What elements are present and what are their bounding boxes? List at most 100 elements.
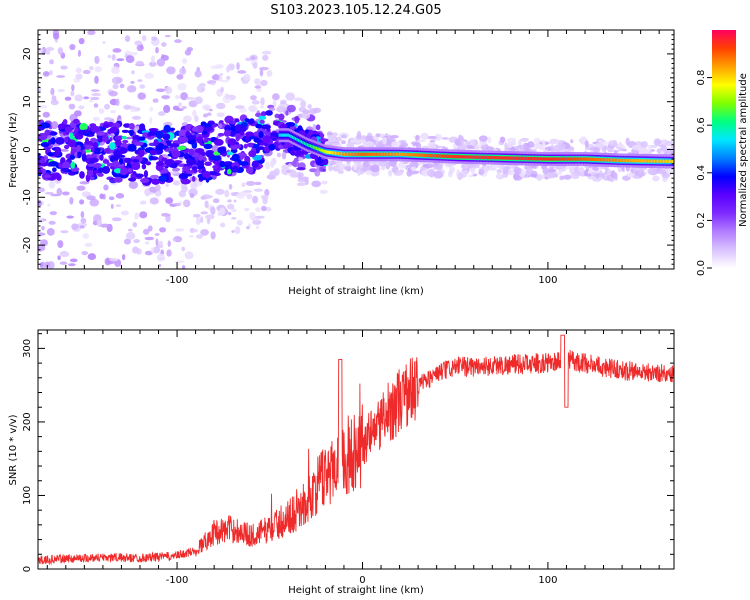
noise-blob bbox=[266, 70, 273, 77]
noise-blob bbox=[69, 197, 74, 205]
noise-blob bbox=[292, 159, 299, 168]
signal-blob bbox=[99, 154, 104, 161]
noise-blob bbox=[450, 166, 456, 173]
noise-blob bbox=[172, 238, 177, 242]
signal-blob bbox=[206, 151, 213, 158]
noise-blob bbox=[155, 46, 159, 54]
noise-blob bbox=[125, 55, 135, 63]
noise-blob bbox=[174, 39, 182, 43]
noise-blob bbox=[47, 203, 51, 207]
noise-blob bbox=[380, 166, 386, 171]
noise-blob bbox=[609, 176, 614, 182]
noise-blob bbox=[260, 97, 265, 106]
ridge-core bbox=[613, 158, 616, 162]
noise-blob bbox=[159, 227, 167, 233]
noise-blob bbox=[184, 251, 194, 260]
ridge-core bbox=[294, 137, 297, 141]
noise-blob bbox=[38, 232, 46, 236]
ridge-core bbox=[391, 152, 393, 156]
signal-blob bbox=[97, 137, 103, 143]
ridge-core bbox=[401, 152, 404, 156]
noise-blob bbox=[239, 108, 248, 113]
signal-blob bbox=[176, 145, 187, 151]
ridge-core bbox=[293, 136, 295, 140]
noise-blob bbox=[136, 44, 144, 52]
noise-blob bbox=[427, 135, 437, 140]
ridge-core bbox=[305, 142, 307, 146]
ridge-core bbox=[480, 155, 482, 159]
noise-blob bbox=[71, 84, 75, 92]
signal-blob bbox=[128, 123, 135, 130]
signal-blob bbox=[178, 129, 188, 138]
signal-blob bbox=[162, 133, 171, 141]
noise-blob bbox=[83, 96, 90, 100]
ridge-core bbox=[566, 157, 568, 161]
noise-blob bbox=[269, 159, 275, 168]
noise-blob bbox=[254, 215, 265, 219]
noise-blob bbox=[390, 135, 399, 139]
noise-blob bbox=[126, 85, 137, 93]
ridge-core bbox=[486, 155, 488, 160]
signal-blob bbox=[129, 130, 134, 137]
noise-blob bbox=[474, 163, 480, 169]
noise-blob bbox=[183, 199, 191, 208]
noise-blob bbox=[281, 164, 290, 170]
signal-blob bbox=[212, 155, 221, 162]
noise-blob bbox=[49, 69, 53, 76]
ridge-core bbox=[538, 157, 540, 161]
signal-blob bbox=[151, 178, 161, 185]
noise-blob bbox=[111, 54, 116, 61]
ridge-core bbox=[366, 152, 368, 156]
noise-blob bbox=[458, 134, 462, 143]
ridge-core bbox=[459, 155, 462, 159]
noise-blob bbox=[315, 124, 321, 131]
signal-blob bbox=[198, 154, 203, 161]
signal-blob bbox=[90, 146, 95, 153]
ridge-core bbox=[333, 151, 336, 155]
ridge-core bbox=[373, 152, 376, 156]
ridge-core bbox=[555, 157, 558, 161]
noise-blob bbox=[479, 140, 483, 148]
noise-blob bbox=[228, 211, 232, 216]
noise-blob bbox=[128, 51, 138, 56]
noise-blob bbox=[666, 147, 672, 155]
ridge-core bbox=[431, 154, 433, 158]
noise-blob bbox=[64, 96, 72, 101]
signal-blob bbox=[199, 176, 207, 181]
signal-blob bbox=[62, 118, 68, 125]
noise-blob bbox=[74, 110, 82, 117]
spectrogram-x-tick-label: -100 bbox=[166, 275, 189, 286]
noise-blob bbox=[344, 166, 349, 171]
noise-blob bbox=[660, 150, 665, 156]
noise-blob bbox=[144, 250, 153, 256]
noise-blob bbox=[166, 249, 172, 257]
snr-y-tick-label: 200 bbox=[22, 412, 33, 431]
ridge-core bbox=[441, 154, 444, 158]
signal-blob bbox=[229, 120, 237, 125]
ridge-core bbox=[426, 153, 429, 158]
ridge-core bbox=[618, 158, 620, 162]
ridge-core bbox=[413, 153, 416, 157]
ridge-core bbox=[590, 157, 592, 161]
signal-blob bbox=[70, 161, 76, 169]
ridge-core bbox=[398, 152, 401, 156]
ridge-core bbox=[420, 153, 423, 157]
ridge-core bbox=[647, 159, 650, 163]
ridge-core bbox=[419, 153, 422, 157]
noise-blob bbox=[647, 151, 653, 154]
signal-blob bbox=[186, 134, 197, 141]
snr-series-line bbox=[38, 334, 674, 566]
ridge-core bbox=[320, 148, 322, 152]
ridge-core bbox=[302, 141, 304, 145]
noise-blob bbox=[554, 138, 559, 145]
noise-blob bbox=[340, 140, 346, 145]
ridge-core bbox=[564, 157, 567, 161]
noise-blob bbox=[558, 143, 566, 151]
signal-blob bbox=[238, 161, 249, 166]
noise-blob bbox=[246, 193, 253, 200]
ridge-core bbox=[521, 156, 524, 161]
ridge-core bbox=[461, 155, 463, 159]
colorbar-ticks: 0.0 0.2 0.4 0.6 0.8 bbox=[696, 70, 712, 276]
noise-blob bbox=[578, 138, 584, 143]
noise-blob bbox=[466, 144, 474, 149]
